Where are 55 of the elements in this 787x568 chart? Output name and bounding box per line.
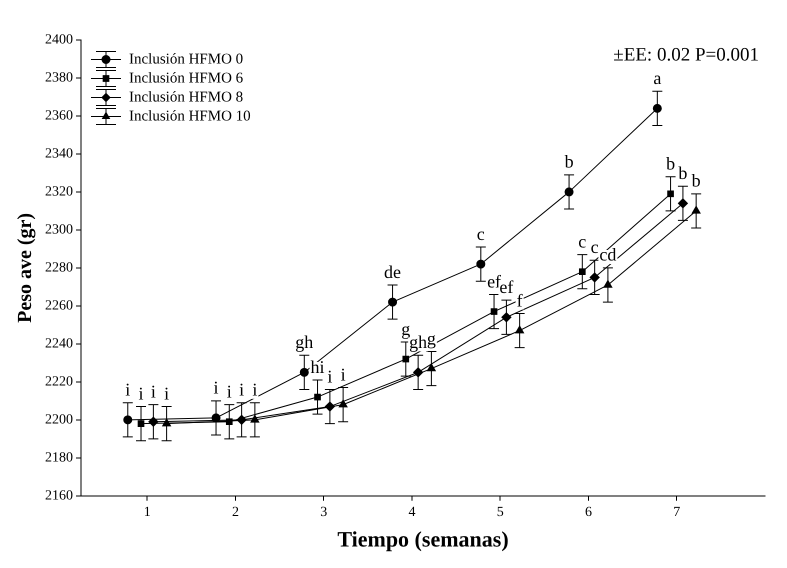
legend-label: Inclusión HFMO 6 bbox=[129, 70, 244, 86]
annotation: i bbox=[138, 383, 144, 404]
annotation: i bbox=[125, 380, 130, 400]
annotation: g bbox=[401, 318, 410, 339]
y-tick-label: 2320 bbox=[45, 184, 73, 200]
y-tick-label: 2360 bbox=[45, 108, 73, 124]
x-axis-title: Tiempo (semanas) bbox=[337, 526, 509, 552]
annotation: i bbox=[214, 378, 219, 398]
y-axis-title: Peso ave (gr) bbox=[14, 212, 36, 323]
x-tick-label: 6 bbox=[584, 504, 592, 520]
annotation: g bbox=[426, 328, 436, 348]
annotation: i bbox=[327, 366, 332, 386]
annotation: i bbox=[226, 381, 232, 402]
annotation: i bbox=[164, 383, 170, 404]
annotation: a bbox=[653, 68, 662, 88]
annotation: b bbox=[666, 154, 676, 174]
annotation: i bbox=[340, 364, 346, 384]
annotation: b bbox=[564, 152, 574, 172]
annotation: i bbox=[150, 381, 156, 402]
legend-label: Inclusión HFMO 10 bbox=[129, 108, 251, 124]
legend-label: Inclusión HFMO 8 bbox=[129, 89, 244, 106]
annotation: c bbox=[476, 224, 485, 244]
annotation: c bbox=[578, 231, 586, 252]
annotation: de bbox=[384, 262, 402, 282]
annotation: b bbox=[678, 163, 688, 184]
x-tick-label: 2 bbox=[232, 504, 239, 520]
y-tick-label: 2200 bbox=[45, 412, 73, 428]
annotation: gh bbox=[409, 332, 428, 352]
annotation: ±EE: 0.02 P=0.001 bbox=[613, 44, 759, 66]
y-tick-label: 2180 bbox=[45, 450, 73, 466]
legend-label: Inclusión HFMO 0 bbox=[129, 51, 244, 68]
y-tick-label: 2160 bbox=[45, 488, 73, 504]
y-tick-label: 2380 bbox=[45, 70, 73, 86]
annotation: i bbox=[252, 380, 258, 400]
y-tick-label: 2400 bbox=[45, 32, 73, 48]
y-tick-label: 2300 bbox=[45, 222, 73, 238]
x-tick-label: 7 bbox=[673, 504, 680, 520]
y-tick-label: 2280 bbox=[45, 260, 73, 276]
y-tick-label: 2240 bbox=[45, 336, 73, 352]
x-tick-label: 1 bbox=[144, 504, 151, 520]
x-tick-label: 3 bbox=[320, 504, 328, 520]
annotation: gh bbox=[295, 332, 314, 352]
annotation: f bbox=[516, 290, 523, 310]
annotation: b bbox=[692, 170, 701, 191]
x-tick-label: 4 bbox=[408, 504, 416, 520]
x-tick-label: 5 bbox=[496, 504, 504, 520]
annotation: ef bbox=[487, 271, 502, 292]
annotation: hi bbox=[310, 356, 325, 377]
annotation: i bbox=[239, 380, 244, 400]
y-tick-label: 2220 bbox=[45, 374, 73, 390]
annotation: c bbox=[590, 237, 599, 258]
y-tick-label: 2340 bbox=[45, 146, 73, 162]
annotation: cd bbox=[599, 244, 616, 265]
annotation: ef bbox=[499, 277, 514, 298]
y-tick-label: 2260 bbox=[45, 298, 73, 314]
